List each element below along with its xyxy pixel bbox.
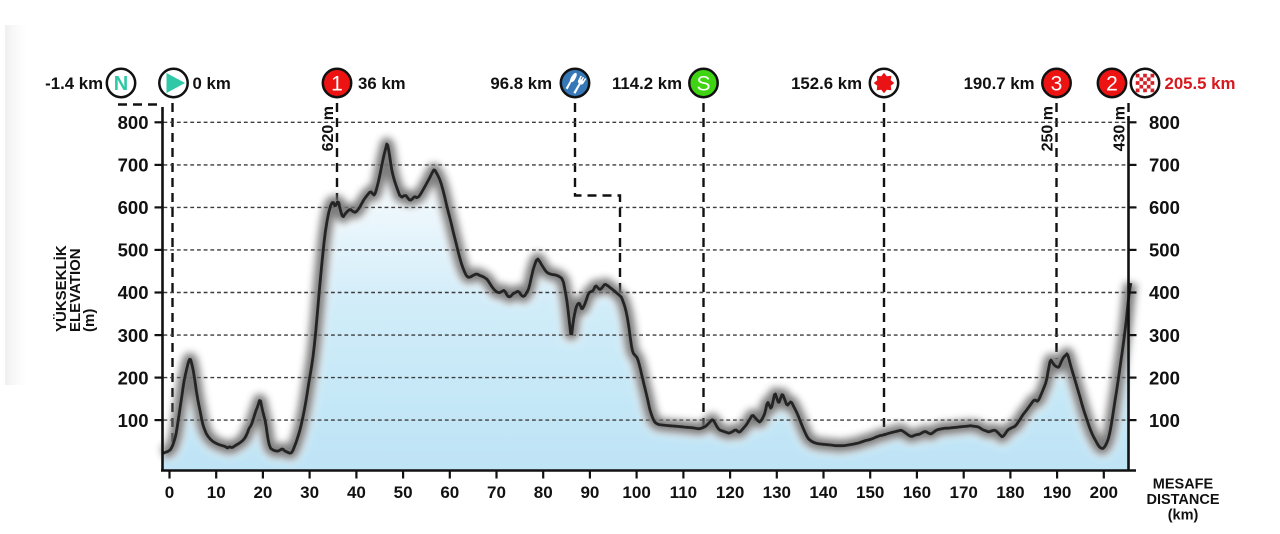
svg-text:300: 300: [1149, 325, 1180, 346]
svg-text:140: 140: [809, 483, 837, 502]
svg-text:190: 190: [1043, 483, 1071, 502]
svg-text:36 km: 36 km: [358, 74, 406, 93]
svg-text:600: 600: [1149, 197, 1180, 218]
svg-text:(m): (m): [81, 309, 98, 332]
svg-text:50: 50: [394, 483, 413, 502]
svg-text:800: 800: [1149, 112, 1180, 133]
svg-text:YÜKSEKLİK: YÜKSEKLİK: [53, 245, 70, 332]
svg-text:200: 200: [1149, 367, 1180, 388]
svg-text:120: 120: [716, 483, 744, 502]
svg-text:800: 800: [118, 112, 149, 133]
svg-text:500: 500: [1149, 240, 1180, 261]
svg-text:114.2 km: 114.2 km: [612, 74, 682, 93]
svg-text:96.8 km: 96.8 km: [490, 74, 552, 93]
svg-text:(km): (km): [1168, 508, 1199, 524]
svg-text:100: 100: [622, 483, 650, 502]
svg-text:300: 300: [118, 325, 149, 346]
svg-text:70: 70: [487, 483, 506, 502]
svg-text:2: 2: [1106, 72, 1118, 95]
svg-text:130: 130: [763, 483, 791, 502]
svg-text:180: 180: [996, 483, 1024, 502]
svg-text:170: 170: [950, 483, 978, 502]
svg-text:N: N: [114, 73, 128, 95]
svg-text:200: 200: [118, 367, 149, 388]
svg-text:190.7 km: 190.7 km: [964, 74, 1035, 93]
svg-text:700: 700: [1149, 155, 1180, 176]
svg-text:110: 110: [670, 483, 697, 502]
svg-text:1: 1: [331, 72, 343, 95]
svg-text:700: 700: [118, 155, 149, 176]
svg-text:400: 400: [118, 282, 149, 303]
svg-text:620 m: 620 m: [320, 106, 337, 151]
svg-text:ELEVATION: ELEVATION: [67, 248, 84, 332]
svg-text:0 km: 0 km: [193, 74, 231, 93]
svg-text:-1.4 km: -1.4 km: [45, 74, 103, 93]
svg-text:430 m: 430 m: [1112, 106, 1129, 151]
svg-text:60: 60: [440, 483, 459, 502]
svg-text:500: 500: [118, 240, 149, 261]
svg-text:600: 600: [118, 197, 149, 218]
svg-text:S: S: [696, 72, 710, 95]
svg-text:3: 3: [1051, 72, 1063, 95]
svg-text:DISTANCE: DISTANCE: [1146, 492, 1219, 508]
svg-text:20: 20: [253, 483, 272, 502]
svg-text:100: 100: [118, 410, 149, 431]
svg-text:100: 100: [1149, 410, 1180, 431]
svg-text:400: 400: [1149, 282, 1180, 303]
svg-text:0: 0: [165, 483, 174, 502]
svg-text:40: 40: [347, 483, 366, 502]
svg-text:MESAFE: MESAFE: [1153, 477, 1214, 493]
svg-text:152.6 km: 152.6 km: [791, 74, 862, 93]
svg-text:30: 30: [300, 483, 319, 502]
svg-text:200: 200: [1090, 483, 1118, 502]
svg-text:90: 90: [580, 483, 599, 502]
svg-text:150: 150: [856, 483, 884, 502]
svg-text:10: 10: [207, 483, 226, 502]
svg-text:160: 160: [903, 483, 931, 502]
svg-text:205.5 km: 205.5 km: [1165, 74, 1236, 93]
svg-text:250 m: 250 m: [1040, 106, 1057, 151]
svg-text:80: 80: [534, 483, 553, 502]
